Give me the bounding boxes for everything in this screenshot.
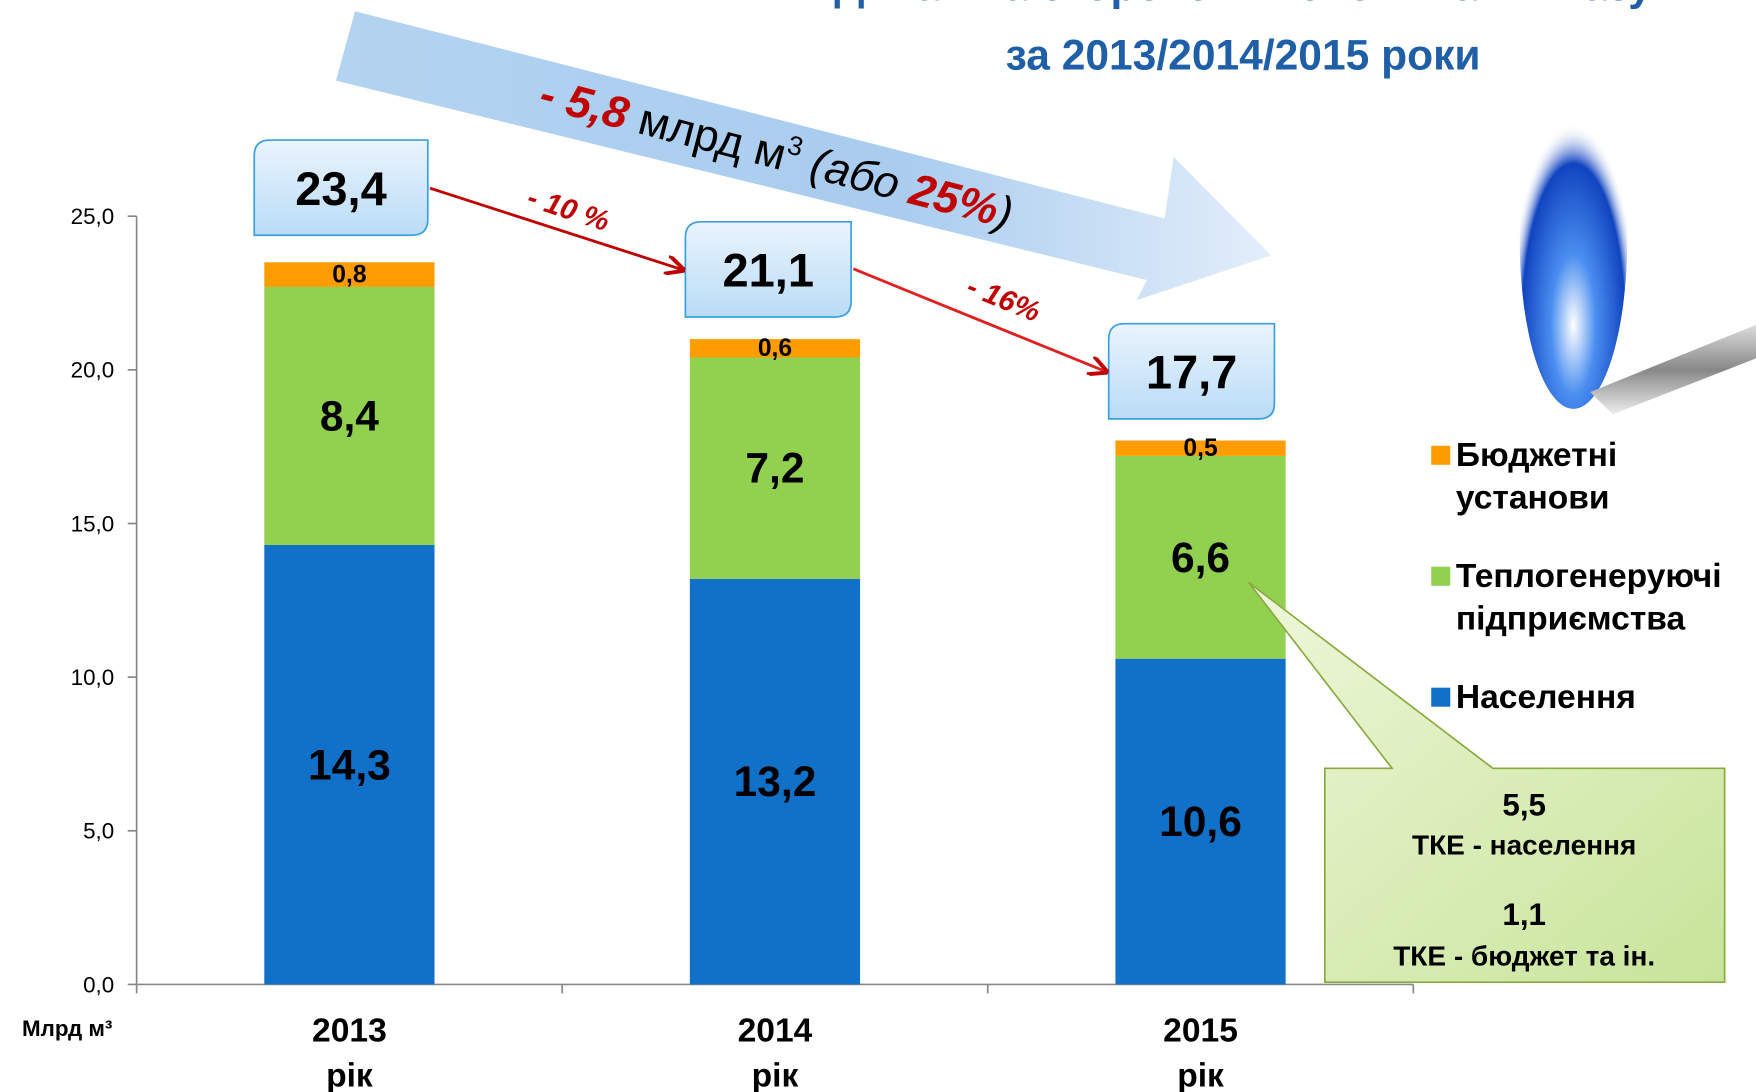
chart-title: Динаміка скорочення споживання газу [834,0,1652,10]
trend-arrow [335,11,1272,301]
y-tick-label: 0,0 [83,972,114,997]
data-label: 0,5 [1183,435,1218,462]
bar-segment [264,286,435,546]
change-label: - 16% [962,271,1045,329]
legend-swatch [1431,445,1451,465]
bar-segment [1115,658,1286,985]
change-arrow [429,186,683,270]
change-arrow [852,267,1106,372]
callout-text: ТКЕ - населення [1412,830,1636,861]
x-tick-label: 2014 рік [738,1013,813,1092]
legend-swatch [1431,687,1451,707]
total-box [253,139,429,237]
total-box [684,220,852,318]
bar-segment [264,545,435,985]
data-label: 6,6 [1171,534,1230,582]
y-tick-label: 25,0 [71,204,115,229]
data-label: 0,6 [758,335,792,362]
bar-segment [689,339,861,358]
data-label: 0,8 [332,261,366,288]
bar-segment [264,262,435,287]
callout [1248,581,1726,984]
legend-label: Бюджетні установи [1456,437,1617,517]
legend-swatch [1431,566,1451,586]
bar-segment [689,578,861,985]
total-label: 17,7 [1146,346,1238,399]
total-box [1107,322,1276,420]
data-label: 13,2 [734,758,817,806]
data-label: 8,4 [320,392,379,440]
y-tick-label: 10,0 [71,665,115,690]
total-label: 21,1 [722,244,814,297]
chart-title: за 2013/2014/2015 роки [1006,31,1481,79]
burner-pipe [1590,324,1756,415]
data-label: 10,6 [1159,798,1242,846]
total-label: 23,4 [295,162,387,215]
change-label: - 10 % [523,182,613,238]
bar-segment [1115,455,1286,659]
y-axis-label: Млрд м³ [22,1016,112,1041]
x-tick-label: 2013 рік [312,1013,387,1092]
legend-label: Населення [1456,679,1636,716]
overall-change-part: 3 [784,130,806,163]
y-tick-label: 20,0 [71,358,115,383]
bar-segment [1115,440,1286,456]
callout-text: 5,5 [1502,787,1546,822]
y-tick-label: 5,0 [83,819,114,844]
legend-label: Теплогенеруючі підприємства [1456,558,1722,638]
flame [1519,72,1628,409]
data-label: 14,3 [308,741,391,789]
y-tick-label: 15,0 [71,511,115,536]
bar-segment [689,357,861,579]
data-label: 7,2 [745,445,804,493]
callout-text: ТКЕ - бюджет та ін. [1393,940,1655,971]
chart-layer: Динаміка скорочення споживання газу за 20… [22,0,1726,1092]
callout-text: 1,1 [1502,897,1546,932]
x-tick-label: 2015 рік [1163,1013,1238,1092]
